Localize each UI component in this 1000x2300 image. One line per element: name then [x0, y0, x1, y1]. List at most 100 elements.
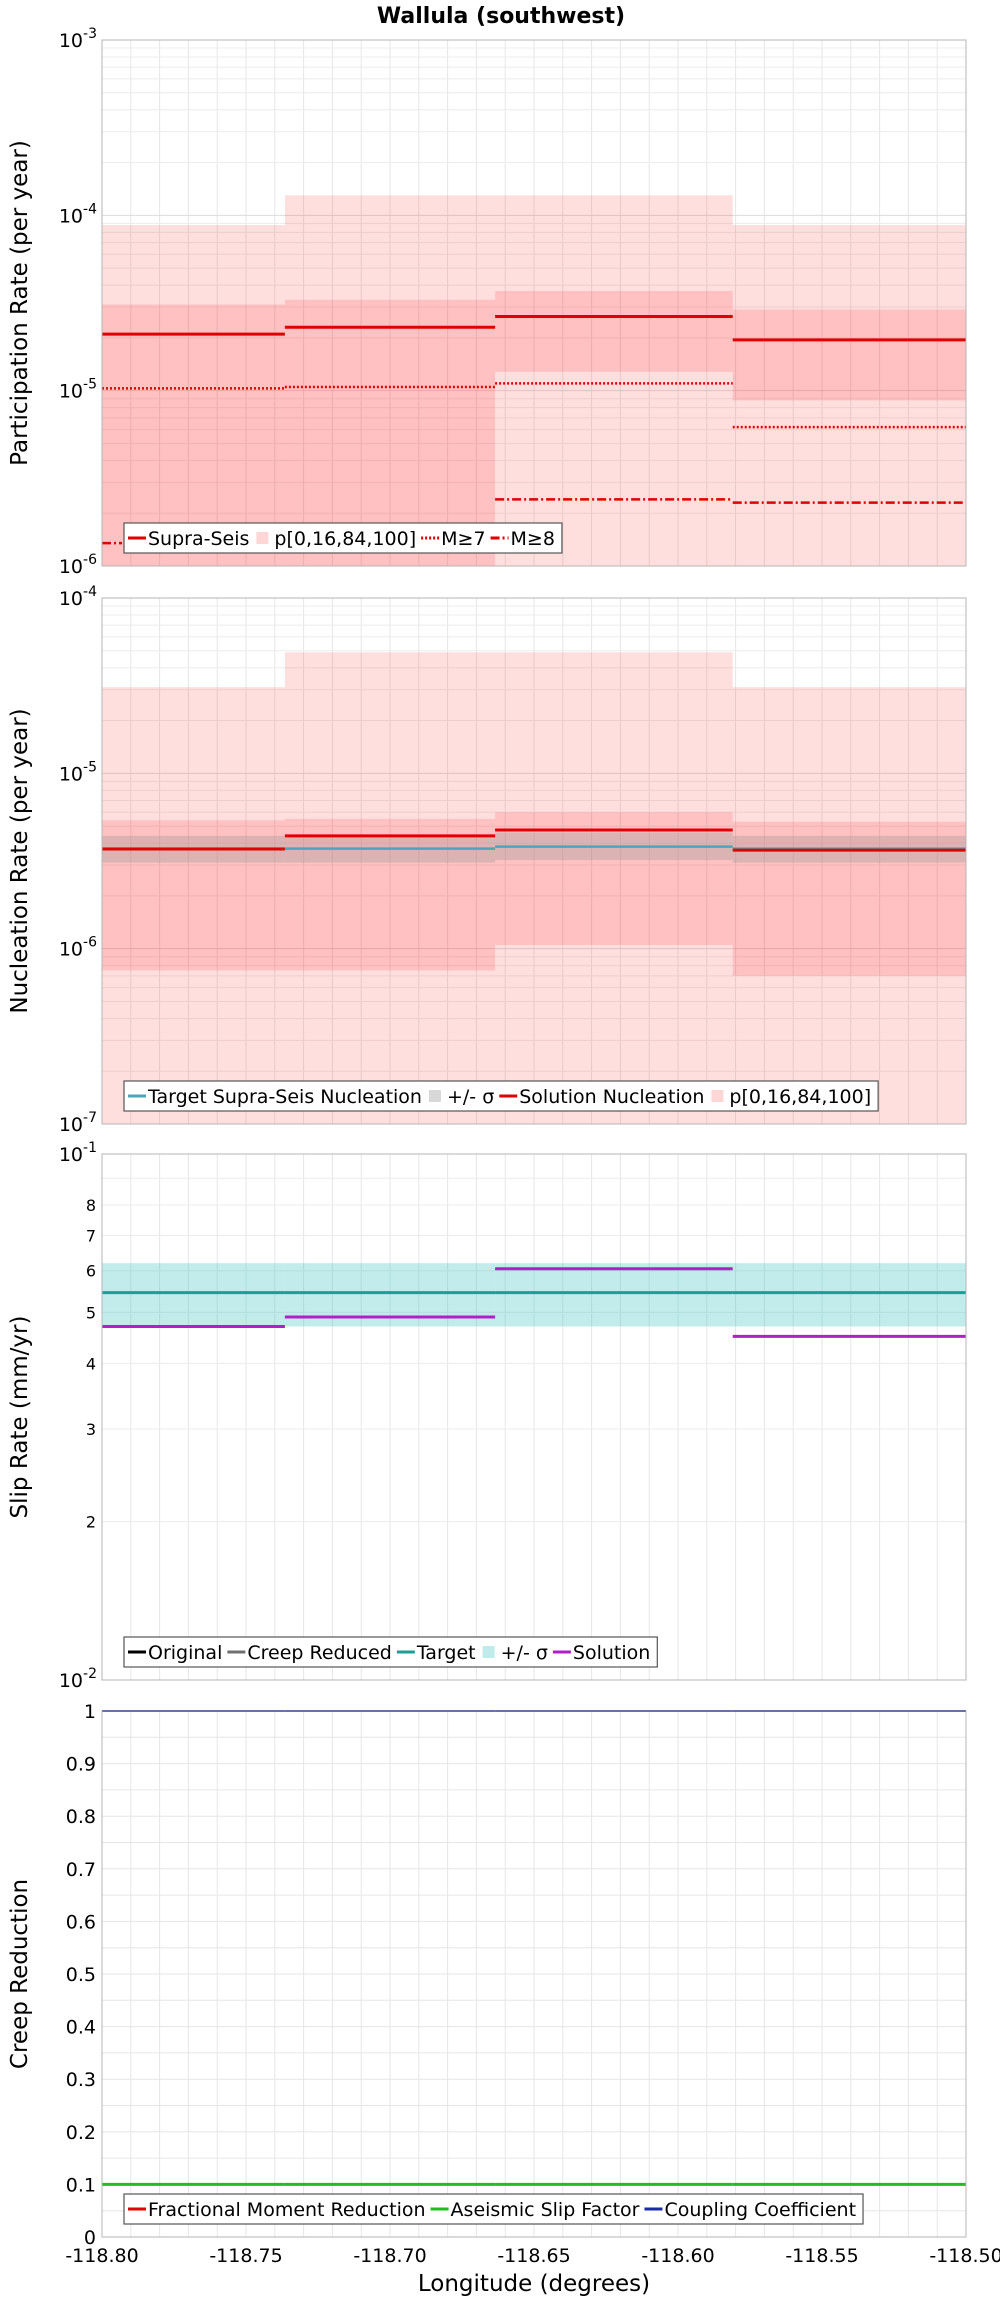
x-tick-label: -118.55: [785, 2245, 858, 2267]
participation-legend-label: M≥7: [441, 528, 485, 550]
participation-y-tick-base: 10: [59, 205, 83, 227]
nucleation-frame: [101, 597, 967, 1125]
sliprate-y-axis-label: Slip Rate (mm/yr): [7, 1316, 33, 1519]
nucleation-band-rect: [495, 652, 733, 1124]
sliprate-y-tick-base: 10: [59, 1144, 83, 1166]
sliprate-y-minor-tick-label: 5: [86, 1303, 96, 1322]
participation-legend: Supra-Seis p[0,16,84,100] M≥7 M≥8: [123, 522, 563, 554]
sliprate-band-rect: [102, 1263, 285, 1327]
participation-band-rect: [732, 309, 966, 401]
x-ticks: -118.80 -118.75 -118.70 -118.65 -118.60 -118.…: [65, 2245, 1000, 2267]
x-tick-label: -118.75: [209, 2245, 282, 2267]
creep-legend-label: Aseismic Slip Factor: [451, 2199, 640, 2221]
participation-y-tick-base: 10: [59, 30, 83, 52]
creep-y-tick-label: 0.6: [66, 1911, 96, 1933]
sliprate-frame: [101, 1153, 967, 1681]
sliprate-legend-label: Original: [148, 1642, 222, 1664]
sliprate-gridlines: [102, 1154, 966, 1680]
nucleation-legend-swatch: [428, 1090, 441, 1102]
nucleation-band-rect: [284, 652, 496, 1124]
nucleation-y-ticks: 10-710-610-510-4: [59, 584, 97, 1136]
participation-y-tick-label: 10-4: [59, 201, 97, 227]
nucleation-band-rect: [495, 812, 733, 945]
participation-series-2: [102, 498, 966, 545]
nucleation-y-tick-label: 10-7: [59, 1110, 97, 1136]
participation-band-rect: [284, 195, 496, 566]
participation-y-tick-exponent: -5: [83, 377, 97, 393]
participation-y-tick-exponent: -4: [83, 201, 97, 217]
creep-legend-label: Coupling Coefficient: [664, 2199, 856, 2221]
creep-y-axis-label: Creep Reduction: [7, 1879, 33, 2069]
participation-legend-label: M≥8: [511, 528, 555, 550]
sliprate-legend-label: Target: [416, 1642, 476, 1664]
panel-creep: 0 0.1 0.2 0.3 0.4 0.5 0.6 0.7 0.8 0.9 1 Creep Reduc…: [7, 1701, 967, 2249]
sliprate-legend: Original Creep Reduced Target +/- σ Solution: [123, 1636, 658, 1668]
sliprate-y-minor-tick-label: 7: [86, 1226, 96, 1245]
creep-y-tick-label: 0.8: [66, 1806, 96, 1828]
nucleation-band-rect: [284, 818, 496, 971]
nucleation-band-0: [102, 652, 966, 1124]
participation-y-ticks: 10-610-510-410-3: [59, 26, 97, 578]
creep-y-tick-label: 0.2: [66, 2122, 96, 2144]
creep-legend-box: [123, 2193, 864, 2225]
nucleation-band-rect: [102, 820, 285, 971]
x-tick-label: -118.50: [929, 2245, 1000, 2267]
participation-y-tick-label: 10-5: [59, 377, 97, 403]
participation-band-rect: [495, 195, 733, 566]
sliprate-legend-label: Solution: [573, 1642, 650, 1664]
nucleation-band-rect: [102, 687, 285, 1124]
sliprate-y-tick-base: 10: [59, 1670, 83, 1692]
participation-legend-label: p[0,16,84,100]: [274, 528, 416, 550]
participation-band-rect: [495, 291, 733, 372]
sliprate-y-tick-label: 10-1: [59, 1140, 97, 1166]
participation-band-rect: [284, 299, 496, 566]
participation-legend-swatch: [256, 532, 269, 544]
participation-band-rect: [102, 225, 285, 566]
participation-legend-label: Supra-Seis: [148, 528, 249, 550]
nucleation-y-tick-base: 10: [59, 939, 83, 961]
sliprate-y-tick-exponent: -1: [83, 1140, 97, 1156]
nucleation-gridlines: [102, 598, 966, 1124]
sliprate-y-minor-tick-label: 6: [86, 1262, 96, 1281]
creep-gridlines: [102, 1711, 966, 2237]
participation-legend-box: [123, 522, 563, 554]
nucleation-band-rect: [732, 687, 966, 1124]
participation-y-axis-label: Participation Rate (per year): [7, 140, 33, 466]
x-tick-label: -118.65: [497, 2245, 570, 2267]
sliprate-series-1: [102, 1267, 966, 1338]
nucleation-legend-label: p[0,16,84,100]: [729, 1086, 871, 1108]
x-tick-label: -118.80: [65, 2245, 138, 2267]
participation-band-0: [102, 195, 966, 566]
nucleation-y-tick-exponent: -6: [83, 935, 97, 951]
nucleation-band-rect: [732, 821, 966, 976]
participation-band-1: [102, 291, 966, 566]
nucleation-y-tick-label: 10-5: [59, 759, 97, 785]
participation-y-tick-exponent: -6: [83, 552, 97, 568]
participation-series-1: [102, 382, 966, 429]
creep-y-tick-label: 0.4: [66, 2017, 96, 2039]
sliprate-legend-label: +/- σ: [501, 1642, 548, 1664]
nucleation-y-tick-exponent: -7: [83, 1110, 97, 1126]
nucleation-y-tick-label: 10-4: [59, 584, 97, 610]
participation-frame: [101, 39, 967, 567]
nucleation-y-tick-base: 10: [59, 588, 83, 610]
creep-y-tick-label: 0: [84, 2227, 96, 2249]
nucleation-y-tick-base: 10: [59, 763, 83, 785]
creep-y-tick-label: 0.5: [66, 1964, 96, 1986]
sliprate-y-tick-label: 10-2: [59, 1666, 97, 1692]
creep-frame: [101, 1710, 967, 2238]
creep-legend-label: Fractional Moment Reduction: [148, 2199, 426, 2221]
sliprate-y-minor-tick-label: 8: [86, 1196, 96, 1215]
nucleation-y-axis-label: Nucleation Rate (per year): [7, 708, 33, 1013]
nucleation-band-1: [102, 812, 966, 976]
sliprate-band-rect: [732, 1263, 966, 1327]
nucleation-y-tick-label: 10-6: [59, 935, 97, 961]
participation-y-tick-exponent: -3: [83, 26, 97, 42]
sliprate-y-tick-exponent: -2: [83, 1666, 97, 1682]
participation-y-tick-base: 10: [59, 381, 83, 403]
creep-y-tick-label: 0.3: [66, 2069, 96, 2091]
